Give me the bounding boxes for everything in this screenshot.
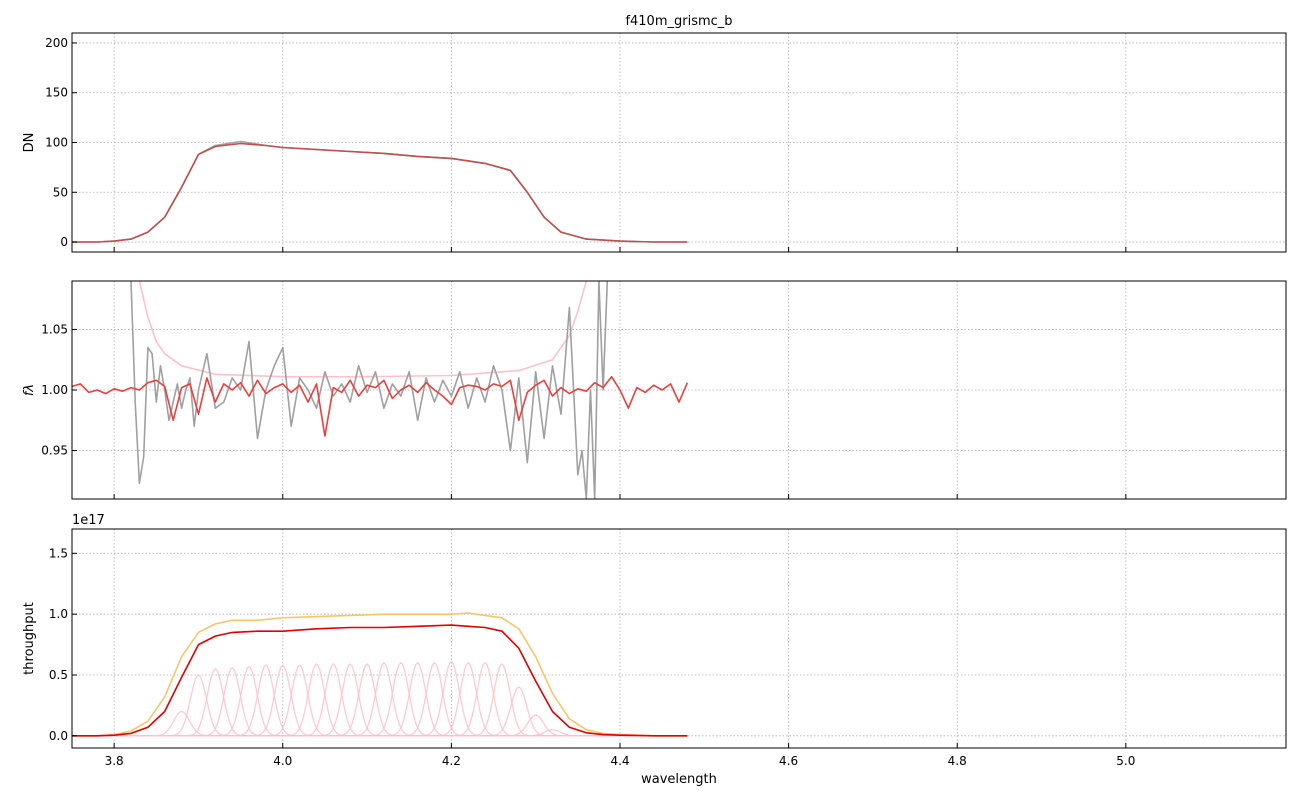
ratio-series-line-2: [72, 375, 689, 437]
throughput-x-tick-label: 3.8: [105, 754, 124, 768]
figure-title: f410m_grismc_b: [625, 14, 732, 29]
counts-y-axis-label: DN: [22, 133, 37, 153]
throughput-y-tick-label: 0.0: [49, 729, 68, 743]
throughput-offset-label: 1e17: [72, 513, 105, 528]
throughput-x-tick-label: 4.6: [779, 754, 798, 768]
counts-y-tick-label: 100: [45, 136, 68, 150]
throughput-x-tick-label: 4.4: [610, 754, 629, 768]
ratio-grid: [72, 281, 1286, 499]
panel-counts: 0 50 100 150 200 DN: [22, 32, 1287, 253]
throughput-plot-area: [72, 612, 688, 737]
counts-ticks: 0 50 100 150 200: [45, 36, 1127, 252]
throughput-series-line-0: [72, 612, 688, 737]
panel-ratio: 0.95 1.00 1.05 fλ: [22, 280, 1287, 500]
throughput-x-tick-label: 4.0: [273, 754, 292, 768]
ratio-plot-area: [72, 281, 689, 499]
throughput-x-tick-label: 4.8: [948, 754, 967, 768]
throughput-y-tick-label: 1.0: [49, 607, 68, 621]
counts-y-tick-label: 0: [60, 235, 68, 249]
throughput-x-tick-label: 4.2: [442, 754, 461, 768]
ratio-ticks: 0.95 1.00 1.05: [41, 322, 1127, 499]
counts-y-tick-label: 150: [45, 86, 68, 100]
throughput-axes-frame: [71, 528, 1287, 749]
ratio-y-tick-label: 1.05: [41, 322, 68, 336]
throughput-x-tick-label: 5.0: [1116, 754, 1135, 768]
ratio-y-tick-label: 0.95: [41, 444, 68, 458]
throughput-ticks: 3.8 4.0 4.2 4.4 4.6 4.8 5.0 0.0 0.5 1.0 1.5: [49, 546, 1135, 768]
ratio-y-axis-label: fλ: [22, 384, 37, 396]
ratio-y-tick-label: 1.00: [41, 383, 68, 397]
x-axis-label: wavelength: [641, 772, 717, 787]
throughput-component-curve: [72, 729, 688, 737]
throughput-y-axis-label: throughput: [22, 602, 37, 675]
panel-throughput: 3.8 4.0 4.2 4.4 4.6 4.8 5.0 0.0 0.5 1.0 1.5 throug…: [22, 513, 1287, 768]
counts-plot-area: [72, 140, 688, 243]
throughput-y-tick-label: 0.5: [49, 668, 68, 682]
counts-y-tick-label: 200: [45, 36, 68, 50]
throughput-y-tick-label: 1.5: [49, 546, 68, 560]
counts-series-line-1: [72, 142, 688, 243]
counts-y-tick-label: 50: [53, 185, 68, 199]
throughput-series-line-1: [72, 624, 688, 737]
